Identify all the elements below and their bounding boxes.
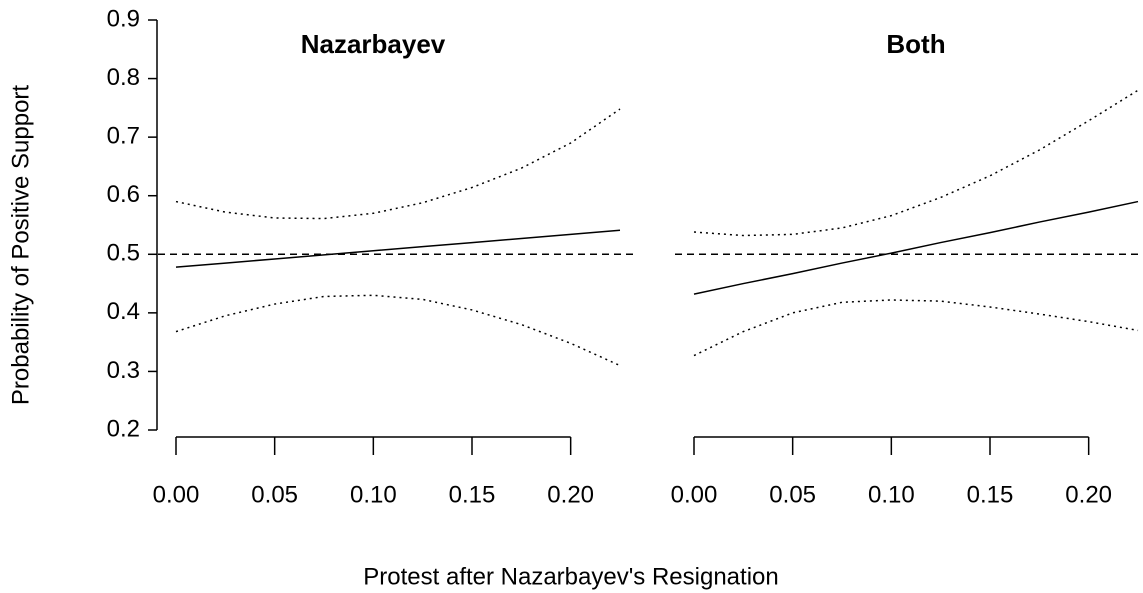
x-tick-label: 0.15 bbox=[449, 481, 496, 508]
line-series bbox=[693, 299, 1139, 357]
y-axis-label: Probability of Positive Support bbox=[7, 85, 34, 406]
x-tick-label: 0.10 bbox=[868, 481, 915, 508]
panel-title: Nazarbayev bbox=[301, 29, 446, 59]
line-series bbox=[175, 108, 621, 220]
y-tick-label: 0.6 bbox=[107, 181, 140, 208]
x-tick-label: 0.05 bbox=[251, 481, 298, 508]
x-tick-label: 0.00 bbox=[671, 481, 718, 508]
x-tick-label: 0.00 bbox=[153, 481, 200, 508]
y-tick-label: 0.4 bbox=[107, 298, 140, 325]
line-series bbox=[175, 294, 621, 367]
y-tick-label: 0.9 bbox=[107, 5, 140, 32]
y-tick-label: 0.3 bbox=[107, 357, 140, 384]
y-tick-label: 0.7 bbox=[107, 122, 140, 149]
y-tick-label: 0.2 bbox=[107, 415, 140, 442]
panel-title: Both bbox=[886, 29, 945, 59]
x-tick-label: 0.20 bbox=[1065, 481, 1112, 508]
line-series bbox=[693, 89, 1139, 237]
line-series bbox=[693, 200, 1139, 295]
y-tick-label: 0.5 bbox=[107, 240, 140, 267]
x-tick-label: 0.10 bbox=[350, 481, 397, 508]
x-axis-label: Protest after Nazarbayev's Resignation bbox=[363, 563, 778, 590]
x-tick-label: 0.15 bbox=[967, 481, 1014, 508]
y-tick-label: 0.8 bbox=[107, 64, 140, 91]
x-tick-label: 0.05 bbox=[769, 481, 816, 508]
x-tick-label: 0.20 bbox=[547, 481, 594, 508]
line-series bbox=[175, 229, 621, 268]
